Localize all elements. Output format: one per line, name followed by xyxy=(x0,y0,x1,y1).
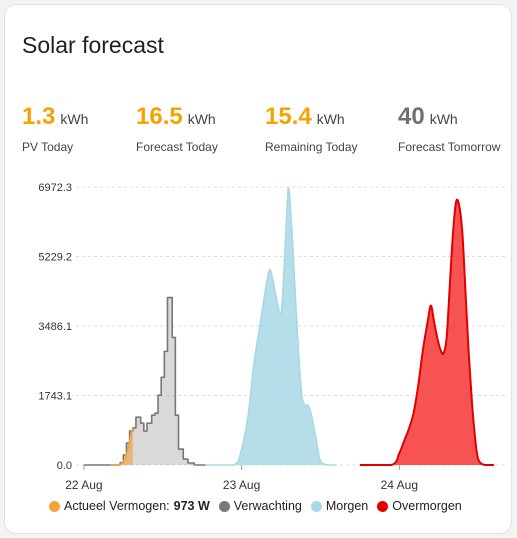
stat-value: 40 xyxy=(398,103,425,130)
series-area-overmorgen xyxy=(359,199,494,465)
chart-legend: Actueel Vermogen: 973 W Verwachting Morg… xyxy=(49,499,471,513)
stat-unit: kWh xyxy=(429,111,458,127)
stat-label: Forecast Tomorrow xyxy=(398,140,501,154)
legend-label-overmorrow: Overmorgen xyxy=(392,499,462,513)
stat-unit: kWh xyxy=(316,111,345,127)
series-area-morgen xyxy=(205,187,337,465)
y-tick-label: 0.0 xyxy=(57,460,72,472)
stat-value: 16.5 xyxy=(136,103,183,130)
series-line-overmorgen[interactable] xyxy=(359,198,494,467)
y-tick-label: 6972.3 xyxy=(38,182,72,194)
stat-forecast-tomorrow[interactable]: 40 kWh Forecast Tomorrow xyxy=(398,103,500,154)
legend-item-actual[interactable]: Actueel Vermogen: 973 W xyxy=(49,499,210,513)
series-area-actueel-vermogen xyxy=(110,427,133,465)
legend-label-forecast: Verwachting xyxy=(233,499,302,513)
legend-value-actual: 973 W xyxy=(173,499,210,513)
stat-label: Forecast Today xyxy=(136,140,218,154)
series-area-verwachting xyxy=(83,297,206,465)
stat-value: 1.3 xyxy=(22,103,56,130)
series-line-verwachting[interactable] xyxy=(83,296,206,466)
x-tick-label: 23 Aug xyxy=(223,478,260,492)
legend-label-actual: Actueel Vermogen: xyxy=(64,499,170,513)
x-tick-label: 22 Aug xyxy=(65,478,102,492)
card-title: Solar forecast xyxy=(22,32,164,58)
y-tick-label: 5229.2 xyxy=(38,252,72,264)
legend-label-tomorrow: Morgen xyxy=(325,499,369,513)
x-tick-label: 24 Aug xyxy=(381,478,418,492)
legend-item-tomorrow[interactable]: Morgen xyxy=(310,499,369,513)
stat-remaining-today[interactable]: 15.4 kWh Remaining Today xyxy=(265,103,358,154)
stat-value: 15.4 xyxy=(265,103,312,130)
stat-unit: kWh xyxy=(187,111,216,127)
legend-dot-overmorrow xyxy=(377,500,389,512)
series-line-actueel-vermogen[interactable] xyxy=(110,427,134,466)
series-line-morgen[interactable] xyxy=(205,186,337,466)
forecast-chart[interactable]: 6972.3 5229.2 3486.1 1743.1 0.0 22 Aug 23 Aug 2… xyxy=(5,5,512,505)
legend-item-overmorrow[interactable]: Overmorgen xyxy=(377,499,462,513)
y-tick-label: 3486.1 xyxy=(38,321,72,333)
stat-unit: kWh xyxy=(60,111,89,127)
stat-pv-today[interactable]: 1.3 kWh PV Today xyxy=(22,103,89,154)
stat-label: Remaining Today xyxy=(265,140,358,154)
y-tick-label: 1743.1 xyxy=(38,390,72,402)
legend-dot-actual xyxy=(49,500,60,512)
stat-forecast-today[interactable]: 16.5 kWh Forecast Today xyxy=(136,103,218,154)
solar-forecast-card: Solar forecast 1.3 kWh PV Today 16.5 kWh F… xyxy=(4,4,512,534)
legend-item-forecast[interactable]: Verwachting xyxy=(218,499,302,513)
legend-dot-tomorrow xyxy=(310,500,322,512)
stat-label: PV Today xyxy=(22,140,74,154)
legend-dot-forecast xyxy=(218,500,230,512)
